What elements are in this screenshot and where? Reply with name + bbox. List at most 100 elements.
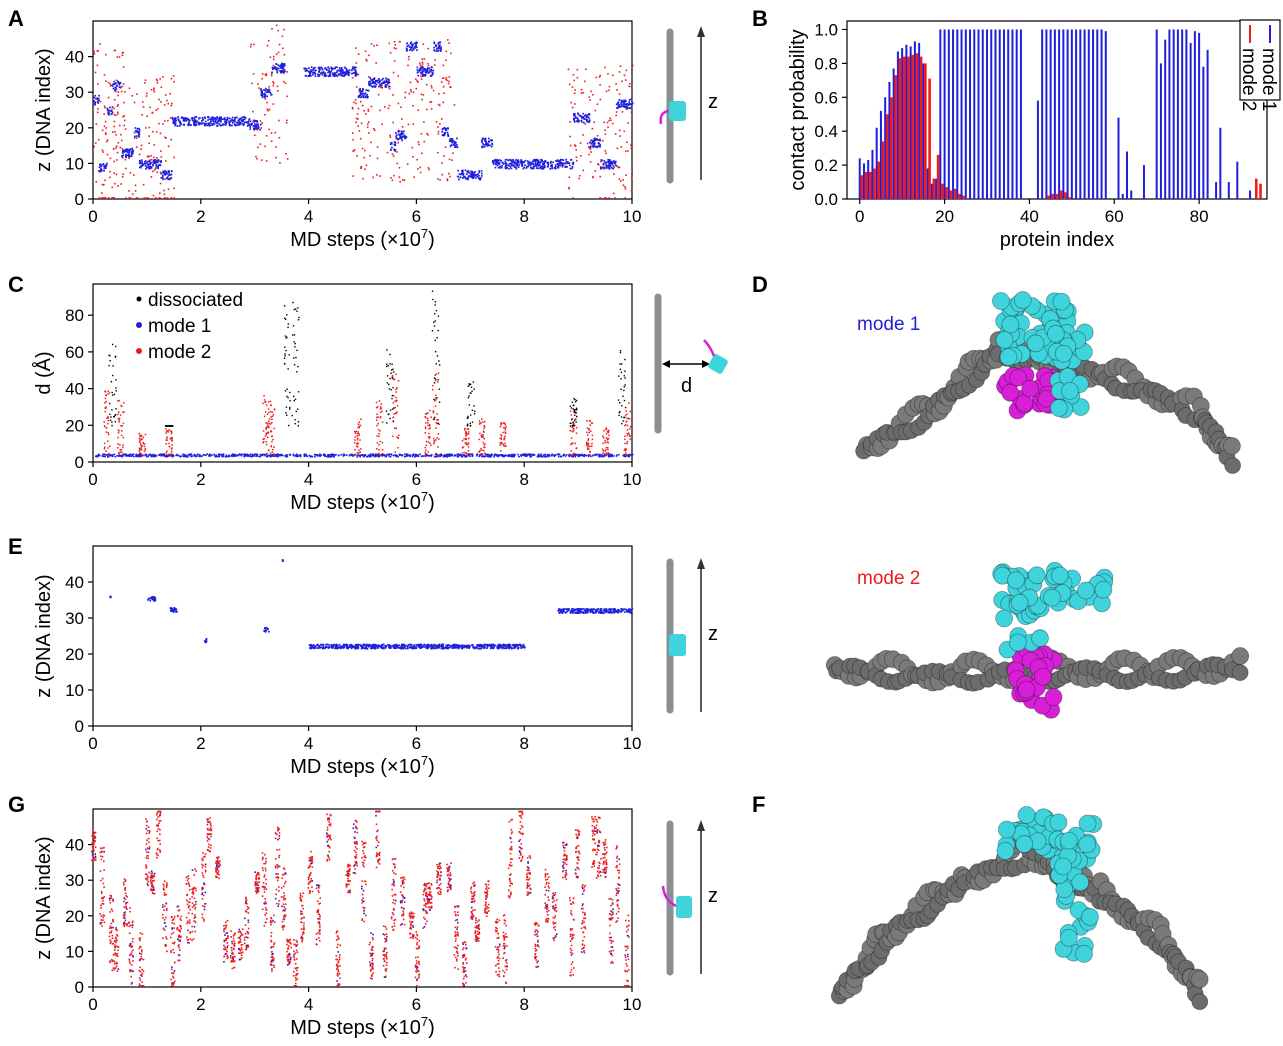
data-point-mode1 [339,70,342,73]
data-point-mode2 [591,434,594,437]
data-point-mode1 [322,453,325,456]
data-point-mode1 [612,164,615,167]
data-point-mode1 [176,125,179,127]
data-point-mode1 [110,454,112,456]
data-point-mode1 [533,158,535,161]
data-point-mode1 [492,644,495,647]
data-point-mode2 [378,435,380,438]
data-point-mode1 [369,82,371,85]
data-point-mode1 [282,454,284,457]
data-point-mode1 [520,161,523,164]
data-point-mode1 [389,455,392,458]
data-point-mode1 [312,68,315,71]
data-point-mode1 [101,455,104,457]
data-point-mode1 [311,69,313,72]
data-point-mode1 [350,643,353,646]
data-point-mode1 [404,647,407,650]
data-point-mode2 [379,109,381,112]
data-point-mode2 [142,183,145,186]
data-point-mode1 [591,454,594,457]
data-point-mode2 [121,85,124,88]
data-point-mode2 [122,116,124,118]
data-point-mode2 [394,451,397,453]
data-point-mode1 [425,68,428,71]
data-point-mode1 [347,73,350,76]
data-point-mode2 [259,143,262,145]
data-point-mode2 [445,59,447,62]
data-point-mode1 [409,454,412,457]
data-point-mode1 [589,146,592,149]
data-point-mode1 [322,71,325,73]
data-point-mode1 [411,43,414,46]
data-point-mode2 [575,432,578,434]
data-point-mode1 [173,117,176,120]
data-point-mode2 [388,88,391,90]
data-point-mode1 [558,453,561,456]
data-point-mode2 [465,452,467,454]
data-point-mode1 [532,454,534,456]
y-tick-label: 60 [65,343,84,362]
data-point-mode2 [500,438,503,440]
data-point-dissociated [389,353,391,356]
data-point-mode2 [570,101,572,104]
data-point-mode2 [436,397,439,399]
data-point-mode1 [621,105,623,108]
data-point-mode1 [469,455,471,458]
data-point-mode2 [618,178,621,181]
data-point-mode2 [377,428,380,431]
data-point-mode2 [269,400,272,403]
data-point-mode1 [342,455,345,457]
data-point-mode1 [232,453,234,456]
data-point-mode1 [254,453,256,455]
data-point-mode2 [171,438,173,440]
data-point-mode1 [362,88,364,90]
data-point-mode2 [429,442,431,444]
data-point-dissociated [620,371,623,374]
data-point-mode1 [611,161,614,164]
data-point-mode2 [587,438,590,440]
data-point-mode1 [314,73,317,75]
data-point-mode1 [536,159,539,162]
data-point-mode2 [160,86,163,89]
data-point-mode1 [497,643,500,646]
data-point-mode2 [379,408,382,410]
data-point-mode1 [607,159,610,161]
y-tick-label: 0 [75,717,84,736]
data-point-mode1 [603,454,605,457]
data-point-mode1 [510,164,513,167]
data-point-mode2 [166,197,169,199]
data-point-mode1 [400,645,403,648]
data-point-mode1 [328,646,330,649]
data-point-mode2 [605,427,608,429]
data-point-mode1 [196,455,199,457]
data-point-mode1 [504,162,507,165]
data-point-mode1 [388,647,391,649]
data-point-mode1 [622,454,624,457]
data-point-mode2 [593,121,596,124]
data-point-mode2 [427,47,430,50]
data-point-mode1 [562,159,565,162]
data-point-mode1 [628,455,630,458]
data-point-mode2 [106,417,108,419]
data-point-mode2 [121,175,124,178]
data-point-mode1 [327,71,329,74]
data-point-mode1 [473,171,476,174]
data-point-mode2 [619,135,621,137]
data-point-mode1 [310,66,313,68]
data-point-mode2 [107,96,110,99]
data-point-mode1 [463,455,465,457]
data-point-mode1 [446,131,449,134]
data-point-mode1 [472,172,475,175]
data-point-mode2 [270,132,273,134]
data-point-mode2 [103,448,106,450]
data-point-mode1 [212,116,215,119]
data-point-mode2 [618,93,621,95]
data-point-dissociated [115,390,117,392]
data-point-mode2 [140,434,143,437]
data-point-mode1 [599,145,601,148]
data-point-mode2 [113,49,116,52]
data-point-mode1 [577,112,579,115]
data-point-mode2 [571,422,573,424]
y-tick-label: 0 [75,453,84,472]
data-point-mode2 [462,451,464,454]
